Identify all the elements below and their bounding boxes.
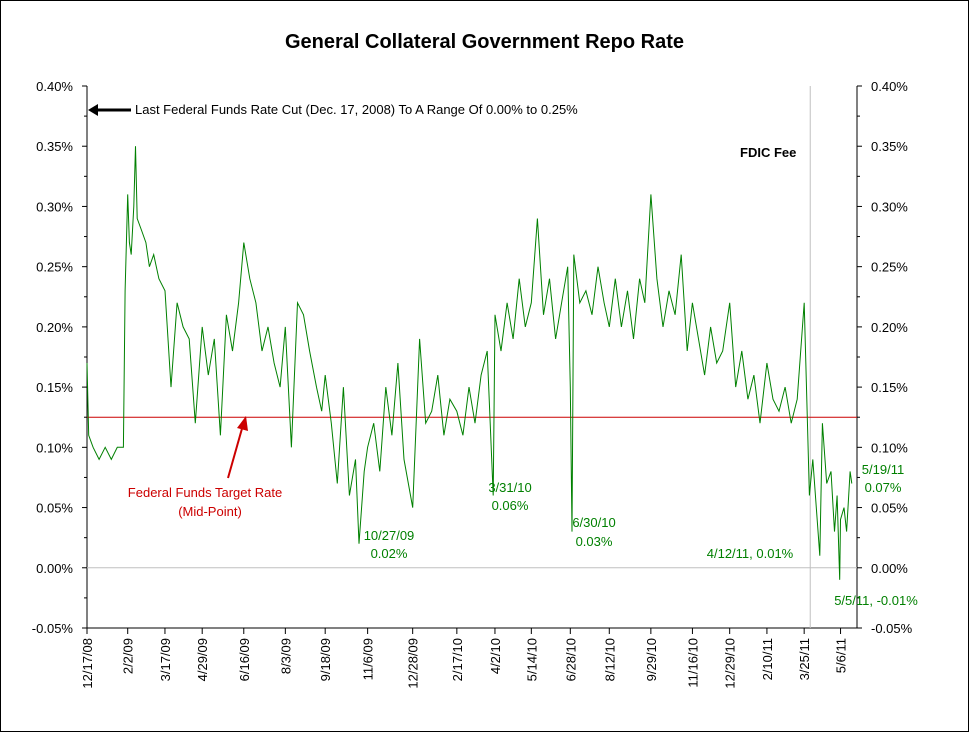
annotation-low-33110-date: 3/31/10 <box>488 480 531 495</box>
x-tick-label: 6/28/10 <box>563 638 578 681</box>
y-tick-label-left: 0.35% <box>36 139 73 154</box>
x-tick-label: 2/17/10 <box>450 638 465 681</box>
y-tick-label-left: 0.40% <box>36 79 73 94</box>
y-tick-label-right: 0.30% <box>871 199 908 214</box>
axes-layer: 0.40% 0.40% 0.35% 0.35% 0.30% 0.30% 0.25% 0.25%… <box>32 79 913 689</box>
annotation-low-63010-value: 0.03% <box>576 534 613 549</box>
x-tick-label: 5/6/11 <box>834 638 849 673</box>
chart-title: General Collateral Government Repo Rate <box>284 31 684 53</box>
series-layer <box>86 146 853 580</box>
y-tick-label-left: 0.00% <box>36 561 73 576</box>
annotation-low-102709-value: 0.02% <box>371 546 408 561</box>
annotation-low-33110-value: 0.06% <box>492 498 529 513</box>
y-tick-label-right: 0.05% <box>871 501 908 516</box>
x-tick-label: 4/29/09 <box>195 638 210 681</box>
x-tick-label: 9/18/09 <box>318 638 333 681</box>
annotation-fed-target-line2: (Mid-Point) <box>178 504 242 519</box>
y-tick-label-right: -0.05% <box>871 621 913 636</box>
x-tick-label: 2/2/09 <box>121 638 136 674</box>
series-line-repo-rate <box>86 146 853 580</box>
annotation-fdic-fee: FDIC Fee <box>740 145 796 160</box>
x-tick-label: 11/6/09 <box>361 638 376 680</box>
annotation-fed-target-line1: Federal Funds Target Rate <box>128 485 282 500</box>
annotation-layer: Last Federal Funds Rate Cut (Dec. 17, 20… <box>88 102 918 608</box>
y-tick-label-right: 0.40% <box>871 79 908 94</box>
x-tick-label: 2/10/11 <box>760 638 775 680</box>
annotation-fed-cut: Last Federal Funds Rate Cut (Dec. 17, 20… <box>135 102 578 117</box>
annotation-low-63010-date: 6/30/10 <box>572 515 615 530</box>
y-tick-label-left: 0.05% <box>36 501 73 516</box>
x-tick-label: 3/17/09 <box>158 638 173 681</box>
annotation-low-41211: 4/12/11, 0.01% <box>707 546 794 561</box>
y-tick-label-right: 0.10% <box>871 440 908 455</box>
x-tick-label: 4/2/10 <box>488 638 503 674</box>
annotation-last-51911-value: 0.07% <box>865 480 902 495</box>
annotation-last-51911-date: 5/19/11 <box>862 462 904 477</box>
x-tick-label: 8/3/09 <box>278 638 293 674</box>
y-tick-label-right: 0.00% <box>871 561 908 576</box>
annotation-fed-target-arrowhead <box>237 416 248 431</box>
y-tick-label-right: 0.25% <box>871 260 908 275</box>
y-tick-label-left: 0.25% <box>36 260 73 275</box>
x-tick-label: 9/29/10 <box>644 638 659 681</box>
y-tick-label-left: 0.15% <box>36 380 73 395</box>
x-tick-label: 12/28/09 <box>406 638 421 689</box>
x-tick-label: 8/12/10 <box>602 638 617 681</box>
x-tick-label: 5/14/10 <box>524 638 539 681</box>
x-tick-label: 6/16/09 <box>237 638 252 681</box>
annotation-fed-target-arrow <box>227 424 244 479</box>
x-tick-label: 12/17/08 <box>80 638 95 689</box>
y-tick-label-left: 0.30% <box>36 199 73 214</box>
y-tick-label-right: 0.15% <box>871 380 908 395</box>
y-tick-label-left: 0.20% <box>36 320 73 335</box>
y-tick-label-right: 0.35% <box>871 139 908 154</box>
y-tick-label-right: 0.20% <box>871 320 908 335</box>
y-tick-label-left: -0.05% <box>32 621 74 636</box>
annotation-low-102709-date: 10/27/09 <box>364 528 415 543</box>
x-tick-label: 12/29/10 <box>723 638 738 689</box>
x-tick-label: 11/16/10 <box>685 638 700 688</box>
y-tick-label-left: 0.10% <box>36 440 73 455</box>
annotation-fed-cut-arrowhead <box>88 104 98 116</box>
x-tick-label: 3/25/11 <box>797 638 812 680</box>
annotation-low-5511: 5/5/11, -0.01% <box>834 593 918 608</box>
